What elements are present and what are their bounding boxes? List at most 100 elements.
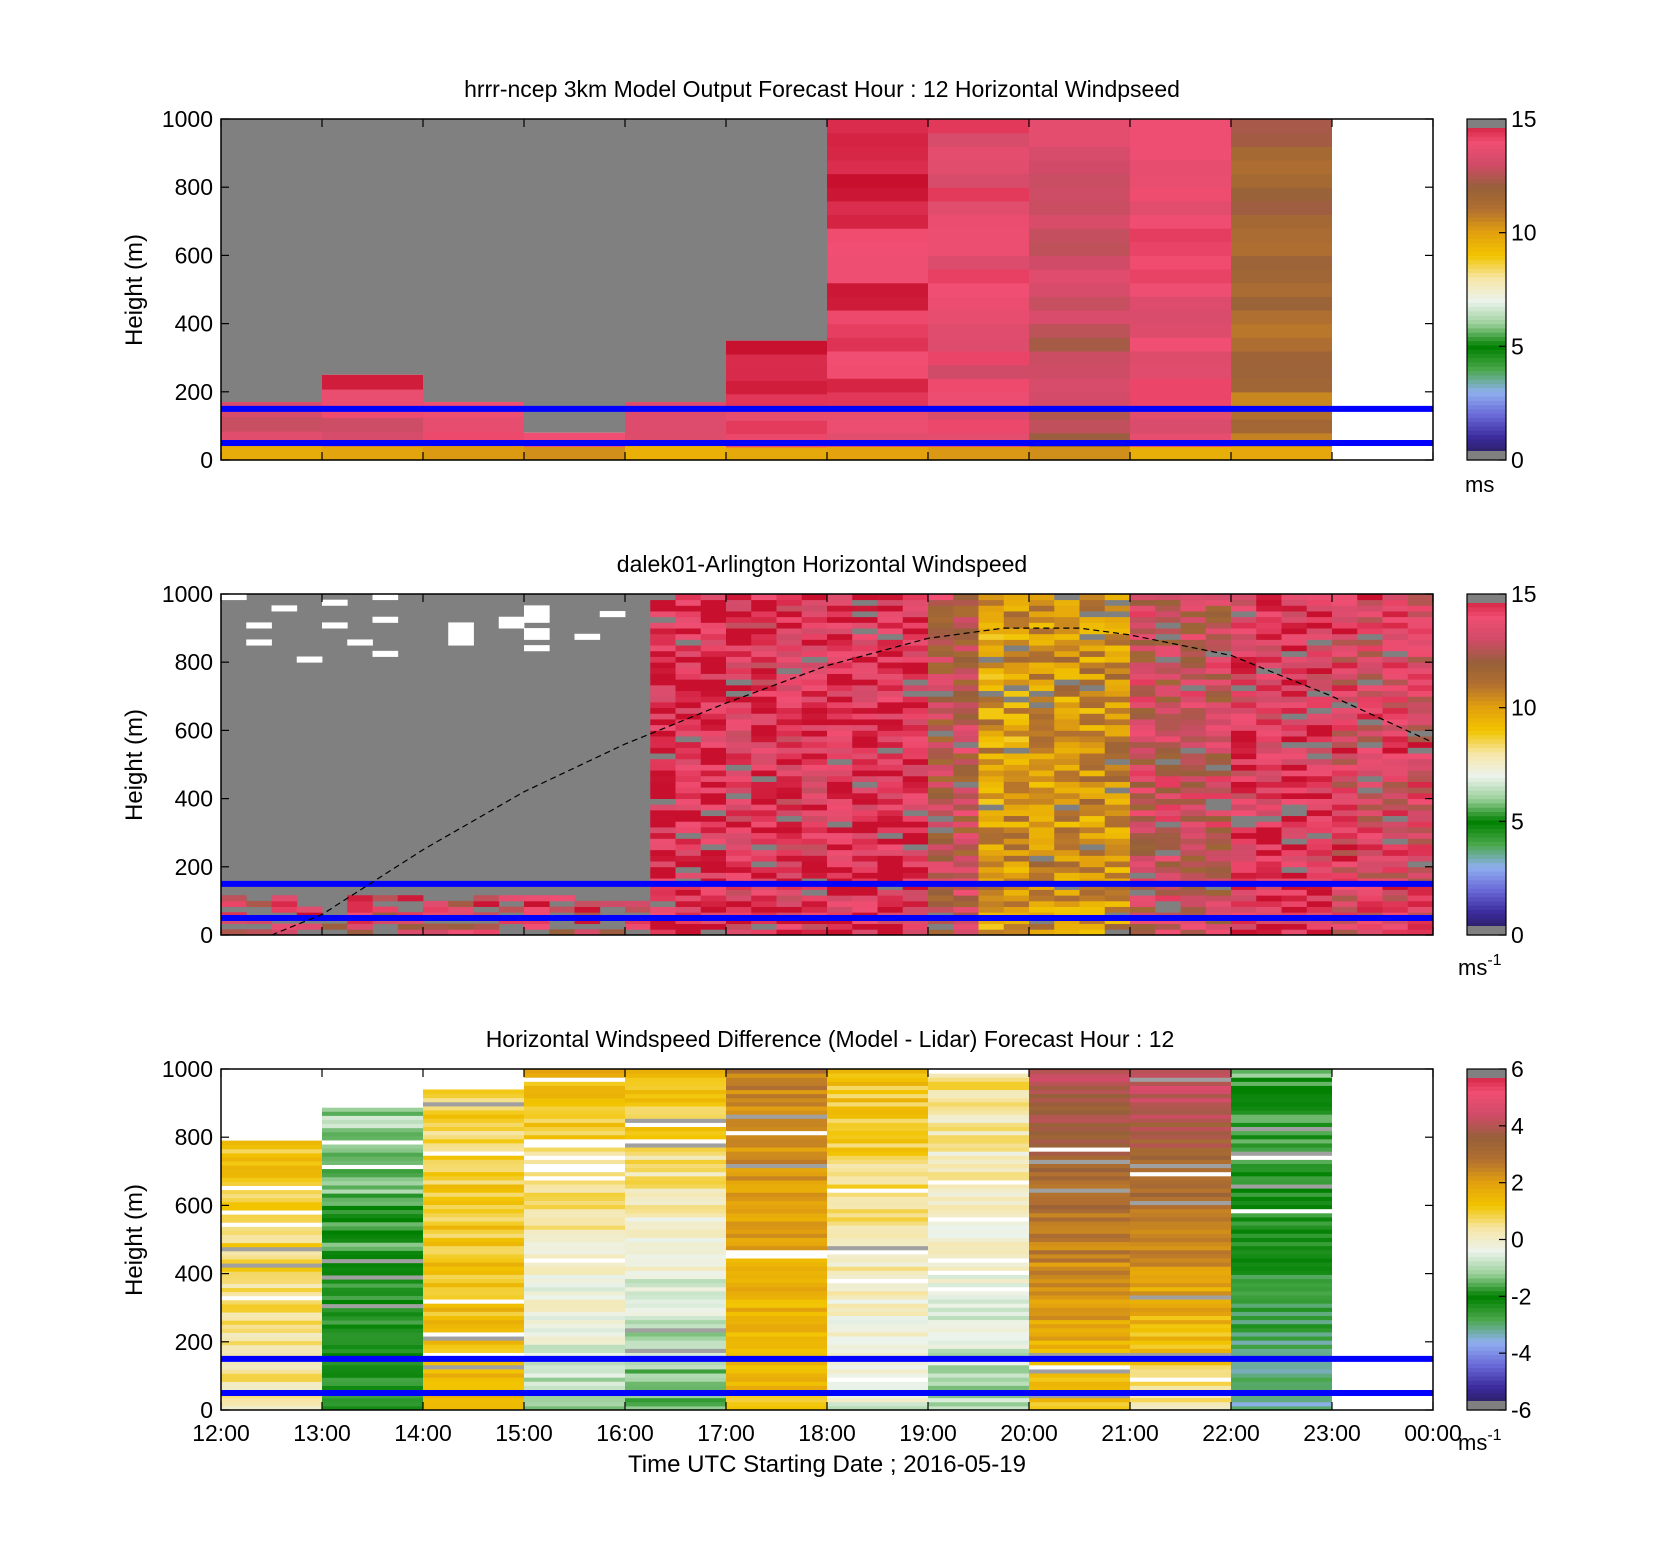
difference-cell — [928, 1134, 1029, 1140]
lidar-speed-cell — [776, 673, 803, 680]
lidar-speed-cell — [751, 707, 777, 714]
difference-cell — [1130, 1073, 1231, 1078]
lidar-speed-cell — [700, 736, 727, 743]
difference-cell — [1130, 1171, 1231, 1177]
colorbar-segment — [1467, 1192, 1506, 1198]
difference-cell — [322, 1401, 423, 1407]
lidar-speed-cell — [1003, 889, 1030, 896]
lidar-speed-cell — [801, 628, 828, 635]
lidar-speed-cell — [1155, 844, 1181, 851]
colorbar-segment — [1467, 619, 1506, 625]
lidar-speed-cell — [700, 741, 727, 748]
lidar-speed-cell — [675, 599, 702, 606]
colorbar-segment — [1467, 1290, 1506, 1296]
lidar-speed-cell — [978, 792, 1005, 799]
difference-cell — [221, 1177, 322, 1182]
difference-cell — [827, 1204, 928, 1210]
difference-cell — [1029, 1229, 1130, 1234]
lidar-speed-cell — [1079, 673, 1106, 680]
lidar-speed-cell — [1332, 883, 1358, 890]
difference-cell — [1231, 1294, 1332, 1300]
colorbar-segment — [1467, 692, 1506, 697]
difference-cell — [1231, 1278, 1332, 1284]
lidar-speed-cell — [1130, 719, 1156, 726]
lidar-speed-cell — [1205, 889, 1232, 896]
model-speed-cell — [1231, 269, 1332, 284]
lidar-speed-cell — [1256, 628, 1282, 635]
lidar-speed-cell — [726, 804, 752, 811]
lidar-speed-cell — [852, 741, 878, 748]
lidar-speed-cell — [1256, 827, 1282, 834]
colorbar-segment — [1467, 687, 1506, 693]
colorbar-segment — [1467, 1218, 1506, 1224]
difference-cell — [827, 1253, 928, 1259]
difference-cell — [1231, 1073, 1332, 1078]
lidar-speed-cell — [1256, 673, 1282, 680]
panel-lidar: dalek01-Arlington Horizontal Windspeed 0… — [121, 551, 1537, 980]
lidar-speed-cell — [827, 736, 853, 743]
x-tick-label: 20:00 — [1000, 1420, 1058, 1446]
difference-cell — [827, 1290, 928, 1296]
model-speed-cell — [827, 187, 928, 202]
lidar-speed-cell — [928, 764, 954, 771]
lidar-speed-cell — [827, 815, 853, 822]
model-speed-cell — [928, 187, 1029, 202]
lidar-speed-cell — [852, 701, 878, 709]
model-speed-cell — [1231, 350, 1332, 366]
model-speed-cell — [625, 416, 726, 432]
model-speed-cell — [1029, 146, 1130, 161]
lidar-speed-cell — [1332, 707, 1358, 714]
lidar-speed-cell — [827, 917, 853, 925]
colorbar-segment — [1467, 662, 1506, 668]
difference-cell — [625, 1118, 726, 1123]
lidar-speed-cell — [877, 730, 904, 737]
lidar-speed-cell — [1357, 809, 1383, 817]
lidar-speed-cell — [1079, 696, 1106, 703]
lidar-speed-cell — [549, 929, 575, 936]
lidar-speed-cell — [1231, 684, 1257, 692]
y-tick-label: 1000 — [162, 106, 213, 132]
lidar-speed-cell — [1104, 645, 1131, 652]
y-tick-label: 800 — [175, 1124, 213, 1150]
lidar-speed-cell — [1003, 787, 1030, 794]
lidar-speed-cell — [776, 849, 803, 856]
colorbar-segment — [1467, 174, 1506, 180]
lidar-speed-cell — [801, 775, 828, 782]
lidar-speed-cell — [1130, 639, 1156, 646]
lidar-speed-cell — [1104, 747, 1131, 754]
difference-cell — [1130, 1373, 1231, 1378]
difference-cell — [322, 1303, 423, 1309]
difference-cell — [221, 1340, 322, 1346]
colorbar-segment — [1467, 404, 1506, 410]
colorbar-segment — [1467, 632, 1506, 638]
difference-cell — [827, 1105, 928, 1111]
difference-cell — [524, 1114, 625, 1119]
difference-cell — [1130, 1089, 1231, 1095]
lidar-speed-cell — [1079, 707, 1106, 714]
difference-cell — [625, 1085, 726, 1091]
lidar-speed-cell — [852, 690, 878, 697]
lidar-speed-cell — [902, 753, 929, 760]
colorbar-segment — [1467, 1175, 1506, 1181]
lidar-speed-cell — [953, 707, 979, 714]
lidar-speed-cell — [599, 611, 626, 618]
difference-cell — [1029, 1151, 1130, 1156]
lidar-speed-cell — [1357, 679, 1383, 686]
lidar-speed-cell — [1155, 775, 1181, 782]
lidar-speed-cell — [1029, 667, 1055, 674]
difference-cell — [423, 1290, 524, 1296]
lidar-speed-cell — [1281, 701, 1308, 709]
difference-cell — [1029, 1245, 1130, 1251]
lidar-speed-cell — [1357, 605, 1383, 612]
lidar-speed-cell — [1281, 895, 1308, 902]
lidar-speed-cell — [271, 906, 298, 913]
lidar-speed-cell — [1079, 594, 1106, 601]
lidar-speed-cell — [1205, 753, 1232, 760]
lidar-speed-cell — [978, 611, 1005, 618]
difference-cell — [322, 1274, 423, 1280]
lidar-speed-cell — [1306, 906, 1333, 913]
panel-lidar-unit-exponent: -1 — [1487, 952, 1501, 969]
lidar-speed-cell — [1180, 792, 1207, 799]
colorbar-segment — [1467, 802, 1506, 808]
lidar-speed-cell — [726, 815, 752, 822]
